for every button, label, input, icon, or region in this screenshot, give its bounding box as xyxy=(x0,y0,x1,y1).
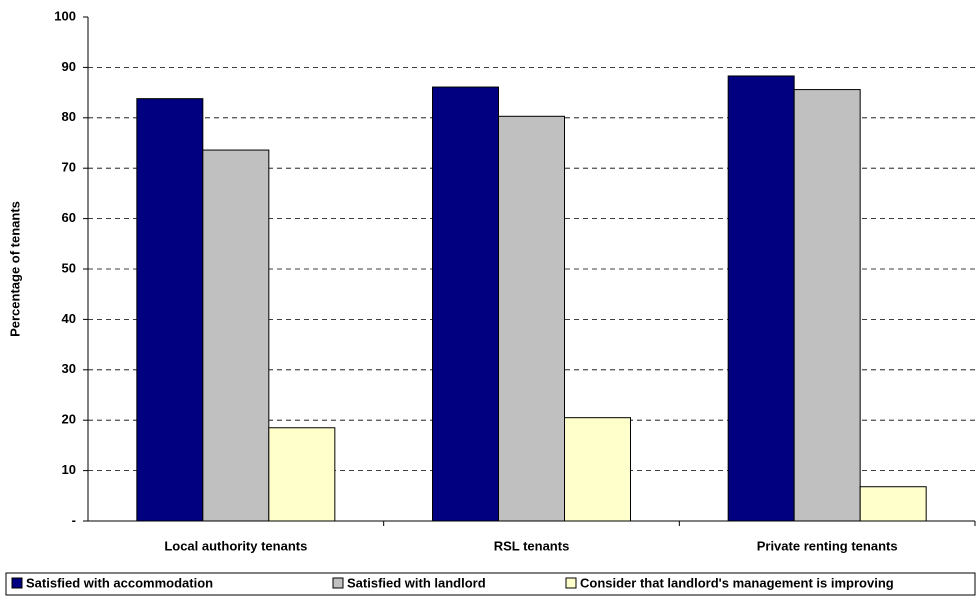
y-tick-label: 30 xyxy=(62,361,76,376)
y-tick-label: 20 xyxy=(62,412,76,427)
legend-label: Satisfied with accommodation xyxy=(26,575,213,590)
bar xyxy=(727,75,795,522)
y-tick-label: 70 xyxy=(62,160,76,175)
y-axis-label: Percentage of tenants xyxy=(7,201,22,337)
bar xyxy=(564,417,631,522)
y-tick-label: 40 xyxy=(62,311,76,326)
legend-box xyxy=(5,572,976,596)
x-tick-label: RSL tenants xyxy=(494,538,570,553)
bar xyxy=(202,149,270,522)
bar xyxy=(859,486,927,522)
bar xyxy=(432,86,499,522)
legend-label: Satisfied with landlord xyxy=(347,575,486,590)
legend-label: Consider that landlord's management is i… xyxy=(580,575,894,590)
bar xyxy=(136,98,204,522)
y-tick-label: 100 xyxy=(54,8,76,23)
y-tick-label: 80 xyxy=(62,109,76,124)
legend-swatch xyxy=(11,577,23,589)
y-tick-label: 10 xyxy=(62,462,76,477)
bar xyxy=(793,89,861,522)
legend-swatch xyxy=(332,577,344,589)
x-tick-label: Local authority tenants xyxy=(164,538,307,553)
y-tick-label: 60 xyxy=(62,210,76,225)
legend-swatch xyxy=(565,577,577,589)
y-tick-label: 50 xyxy=(62,260,76,275)
y-tick-label: - xyxy=(72,512,76,527)
x-tick-label: Private renting tenants xyxy=(757,538,898,553)
bar xyxy=(498,115,565,522)
y-tick-label: 90 xyxy=(62,59,76,74)
bar xyxy=(268,427,336,522)
